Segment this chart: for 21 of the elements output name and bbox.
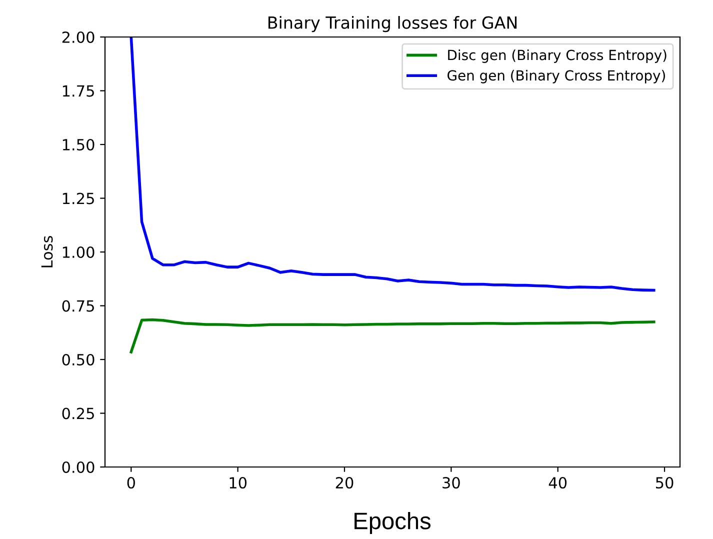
x-tick-label: 10 — [230, 476, 247, 489]
y-tick-label: 0.50 — [62, 354, 94, 366]
y-tick-label: 0.00 — [62, 461, 94, 474]
x-tick-label: 40 — [548, 476, 567, 489]
x-tick-label: 50 — [656, 476, 674, 489]
y-tick-label: 1.25 — [62, 192, 94, 204]
x-tick-label: 0 — [127, 476, 135, 489]
y-tick-label: 0.25 — [62, 408, 94, 420]
y-tick-label: 1.00 — [62, 246, 94, 258]
x-tick-label: 20 — [336, 476, 354, 489]
y-tick-label: 0.75 — [62, 300, 94, 312]
legend-label: Disc gen (Binary Cross Entropy) — [448, 50, 666, 63]
y-axis-title: Loss — [41, 236, 53, 268]
y-tick-label: 1.50 — [62, 138, 94, 151]
y-tick-label: 1.75 — [62, 85, 94, 97]
y-tick-label: 2.00 — [62, 31, 94, 44]
chart-title: Binary Training losses for GAN — [268, 16, 517, 32]
x-tick-label: 30 — [442, 476, 460, 489]
line-series — [130, 318, 656, 354]
legend-label: Gen gen (Binary Cross Entropy) — [448, 70, 665, 84]
x-axis-title: Epochs — [354, 512, 431, 534]
